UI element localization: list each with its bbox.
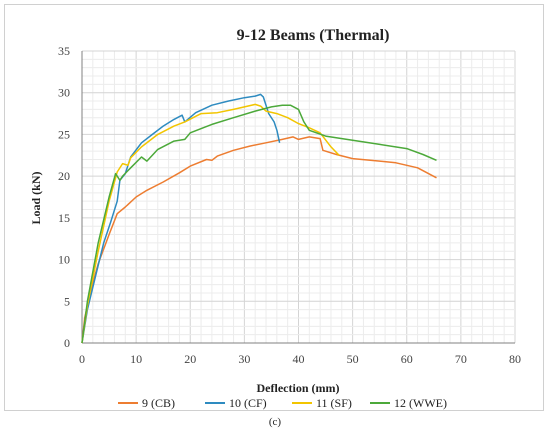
x-tick-label: 10: [130, 352, 142, 366]
series-line: [81, 104, 437, 344]
legend-label: 9 (CB): [142, 396, 175, 410]
legend-label: 12 (WWE): [394, 396, 447, 410]
legend-label: 11 (SF): [316, 396, 352, 410]
x-axis-label: Deflection (mm): [257, 381, 340, 395]
figure-caption: (c): [268, 416, 282, 428]
series-line: [81, 93, 281, 344]
chart-title: 9-12 Beams (Thermal): [237, 27, 390, 44]
axes: 0 10 20 30 40 50 60 70 80 0 5 10 15 20 25 30 35: [58, 44, 521, 366]
x-tick-label: 40: [293, 352, 305, 366]
legend: 9 (CB) 10 (CF) 11 (SF) 12 (WWE): [118, 396, 447, 410]
y-axis-label: Load (kN): [29, 171, 43, 224]
x-tick-label: 30: [238, 352, 250, 366]
grid: [81, 50, 516, 344]
y-tick-label: 20: [58, 169, 70, 183]
x-tick-label: 60: [401, 352, 413, 366]
x-tick-label: 50: [347, 352, 359, 366]
series-line: [81, 103, 340, 344]
y-tick-label: 0: [64, 336, 70, 350]
y-tick-label: 10: [58, 253, 70, 267]
x-tick-label: 0: [79, 352, 85, 366]
y-tick-label: 25: [58, 127, 70, 141]
x-tick-label: 70: [455, 352, 467, 366]
y-tick-label: 35: [58, 44, 70, 58]
x-tick-label: 80: [509, 352, 521, 366]
x-tick-label: 20: [184, 352, 196, 366]
y-tick-label: 15: [58, 211, 70, 225]
series-layer: [81, 93, 437, 344]
y-tick-label: 5: [64, 294, 70, 308]
y-tick-label: 30: [58, 86, 70, 100]
legend-label: 10 (CF): [229, 396, 267, 410]
